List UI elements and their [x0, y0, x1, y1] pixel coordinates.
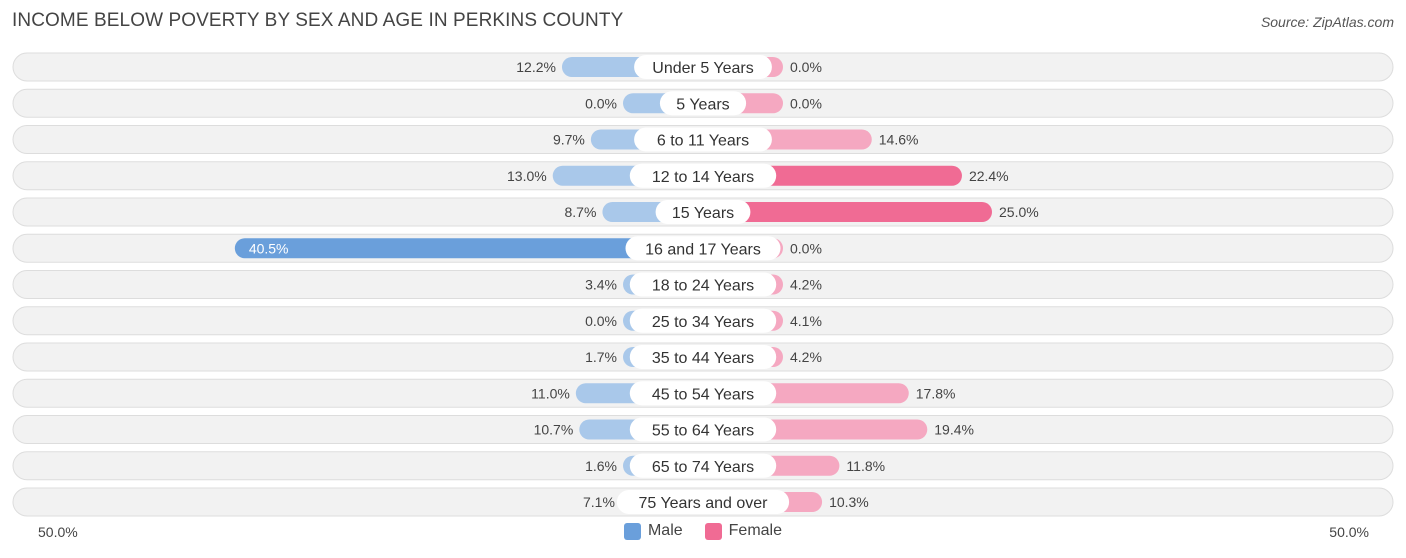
category-pill: [629, 163, 777, 188]
category-pill: [625, 236, 781, 261]
female-value-label: 22.4%: [969, 168, 1009, 184]
chart-source: Source: ZipAtlas.com: [1260, 14, 1394, 30]
legend-male-label: Male: [647, 522, 683, 539]
legend: Male Female: [0, 522, 1406, 540]
category-pill: [659, 91, 747, 116]
male-value-label: 0.0%: [585, 95, 617, 111]
female-value-label: 4.2%: [790, 277, 822, 293]
male-value-label: 11.0%: [531, 385, 570, 401]
category-label: 18 to 24 Years: [652, 278, 754, 295]
category-pill: [629, 417, 777, 442]
category-pill: [655, 200, 751, 224]
male-value-label: 7.1%: [583, 494, 615, 510]
legend-female-swatch: [704, 522, 722, 540]
male-value-label: 1.6%: [585, 458, 617, 474]
category-pill: [629, 381, 777, 406]
axis-left-label: 50.0%: [38, 524, 78, 540]
category-label: 16 and 17 Years: [645, 241, 761, 258]
category-label: 35 to 44 Years: [652, 350, 754, 367]
legend-male: Male: [623, 522, 683, 540]
female-value-label: 0.0%: [790, 95, 822, 111]
category-label: 15 Years: [672, 205, 734, 222]
chart-title: INCOME BELOW POVERTY BY SEX AND AGE IN P…: [12, 10, 624, 31]
category-label: 65 to 74 Years: [652, 459, 754, 476]
male-value-label: 40.5%: [249, 240, 289, 256]
female-bar: [703, 202, 992, 222]
male-value-label: 9.7%: [553, 132, 585, 148]
category-label: 5 Years: [676, 96, 729, 113]
legend-male-swatch: [623, 522, 641, 540]
axis-right-label: 50.0%: [1329, 524, 1369, 540]
male-value-label: 3.4%: [585, 277, 617, 293]
female-value-label: 0.0%: [790, 240, 822, 256]
category-label: 6 to 11 Years: [657, 133, 749, 150]
legend-female-label: Female: [728, 522, 783, 539]
male-value-label: 0.0%: [585, 313, 617, 329]
category-label: 75 Years and over: [639, 495, 769, 512]
category-pill: [616, 490, 790, 514]
poverty-chart: 12.2% 0.0% Under 5 Years 0.0% 0.0% 5 Years 9.7…: [12, 52, 1394, 517]
female-value-label: 25.0%: [999, 204, 1039, 220]
male-value-label: 12.2%: [516, 59, 556, 75]
category-pill: [629, 453, 777, 478]
male-value-label: 13.0%: [507, 168, 547, 184]
category-label: Under 5 Years: [652, 60, 753, 77]
male-value-label: 8.7%: [565, 204, 597, 220]
female-value-label: 19.4%: [934, 422, 974, 438]
category-label: 45 to 54 Years: [652, 386, 754, 403]
male-value-label: 10.7%: [534, 422, 574, 438]
female-value-label: 14.6%: [879, 132, 919, 148]
category-pill: [634, 127, 772, 152]
female-value-label: 4.2%: [790, 349, 822, 365]
category-pill: [629, 272, 777, 297]
female-value-label: 10.3%: [829, 494, 869, 510]
female-value-label: 11.8%: [846, 458, 885, 474]
category-pill: [634, 55, 772, 79]
male-value-label: 1.7%: [585, 349, 617, 365]
legend-female: Female: [704, 522, 783, 540]
category-label: 55 to 64 Years: [652, 423, 754, 440]
category-label: 25 to 34 Years: [652, 314, 754, 331]
category-pill: [629, 345, 777, 369]
female-value-label: 4.1%: [790, 313, 822, 329]
female-value-label: 0.0%: [790, 59, 822, 75]
category-label: 12 to 14 Years: [652, 169, 754, 186]
female-value-label: 17.8%: [916, 385, 956, 401]
category-pill: [629, 308, 777, 333]
male-bar: [234, 238, 703, 259]
